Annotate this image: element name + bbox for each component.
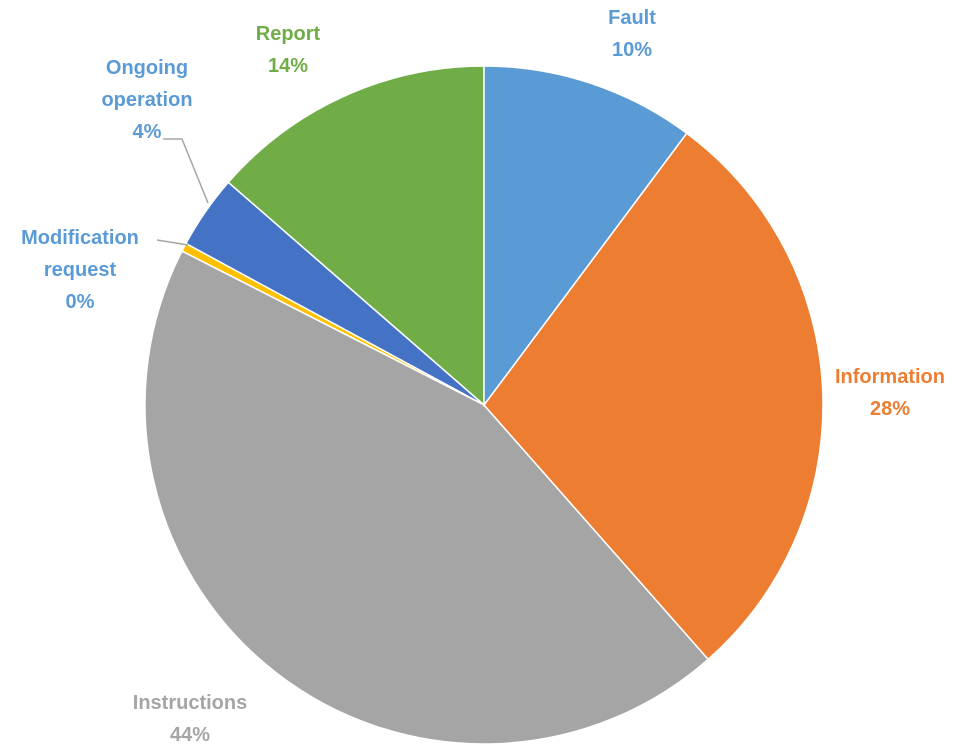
pie-slice: [227, 65, 485, 407]
leader-line: [163, 138, 209, 204]
pie-slice: [144, 250, 710, 745]
leader-line: [156, 239, 189, 246]
category-label: Fault: [608, 7, 656, 29]
data-label: Information 28%: [820, 361, 957, 425]
value-label: 4%: [132, 121, 162, 143]
data-label: Fault 10%: [572, 2, 692, 66]
category-label: Instructions: [132, 692, 248, 714]
data-label: Report 14%: [228, 18, 348, 82]
value-label: 10%: [611, 39, 653, 61]
pie-slice: [483, 65, 688, 408]
category-label: Ongoing operation: [101, 57, 193, 111]
data-label: Ongoing operation 4%: [87, 52, 207, 148]
value-label: 0%: [65, 291, 95, 313]
data-label: Modification request 0%: [0, 222, 160, 318]
value-label: 44%: [169, 724, 211, 746]
value-label: 14%: [267, 55, 309, 77]
pie-slice: [483, 132, 824, 661]
category-label: Report: [255, 23, 321, 45]
value-label: 28%: [869, 398, 911, 420]
data-label: Instructions 44%: [110, 687, 270, 746]
category-label: Modification request: [21, 227, 139, 281]
category-label: Information: [835, 366, 945, 388]
